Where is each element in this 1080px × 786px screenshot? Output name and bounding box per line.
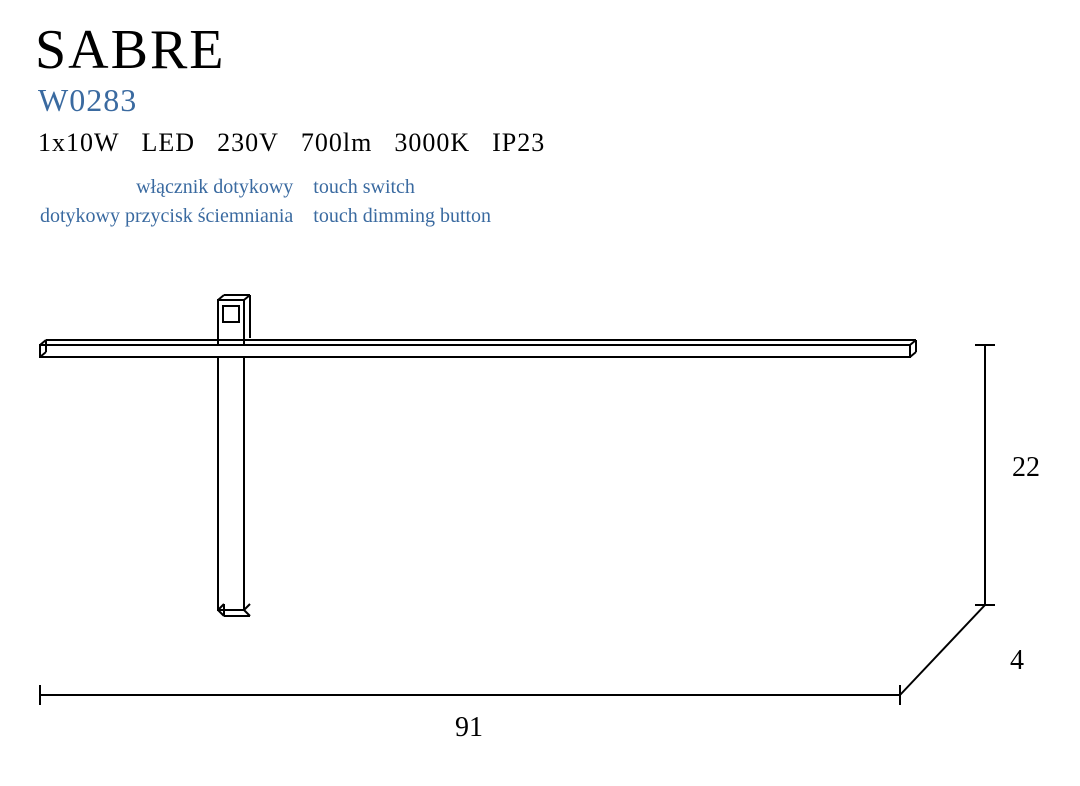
dimension-height-label: 22 [1012,452,1040,484]
dimension-depth-label: 4 [1010,645,1024,677]
dimension-width-label: 91 [455,712,483,744]
technical-drawing [0,0,1080,786]
